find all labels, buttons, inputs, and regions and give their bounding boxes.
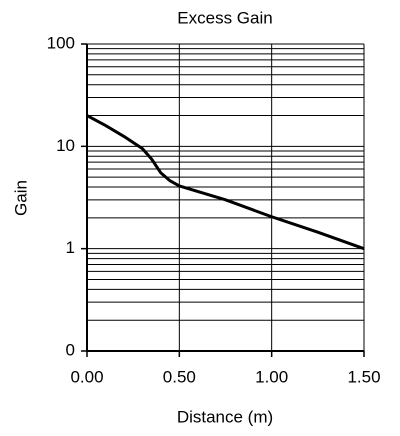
- x-tick-label: 1.50: [347, 367, 380, 386]
- x-axis-label: Distance (m): [177, 407, 273, 426]
- x-tick-label: 0.50: [163, 367, 196, 386]
- y-axis-label: Gain: [11, 180, 30, 216]
- x-tick-label: 0.00: [70, 367, 103, 386]
- y-tick-label: 1: [66, 238, 75, 257]
- x-tick-label: 1.00: [255, 367, 288, 386]
- y-tick-label: 100: [47, 33, 75, 52]
- y-tick-label: 0: [66, 340, 75, 359]
- data-line: [86, 114, 365, 251]
- y-tick-label: 10: [56, 136, 75, 155]
- chart-title: Excess Gain: [177, 8, 272, 27]
